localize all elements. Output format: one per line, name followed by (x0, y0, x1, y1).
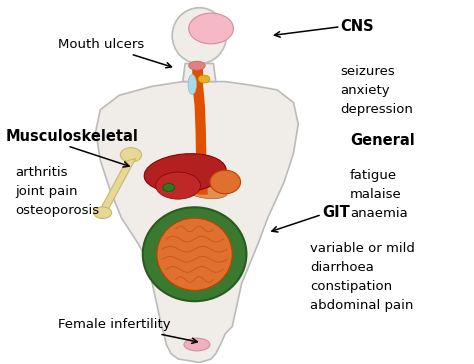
Text: General: General (350, 133, 415, 148)
Ellipse shape (143, 207, 246, 301)
Polygon shape (183, 64, 216, 82)
Text: seizures
anxiety
depression: seizures anxiety depression (341, 64, 413, 116)
Ellipse shape (185, 183, 228, 199)
Text: variable or mild
diarrhoea
constipation
abdominal pain: variable or mild diarrhoea constipation … (310, 242, 415, 312)
Ellipse shape (184, 338, 210, 351)
Ellipse shape (120, 148, 142, 162)
Ellipse shape (94, 207, 112, 218)
Polygon shape (98, 158, 136, 213)
Text: Mouth ulcers: Mouth ulcers (58, 38, 172, 68)
Ellipse shape (189, 61, 205, 70)
Text: GIT: GIT (322, 205, 349, 220)
Text: CNS: CNS (341, 19, 374, 34)
Ellipse shape (210, 170, 240, 194)
Ellipse shape (163, 183, 174, 191)
Ellipse shape (188, 75, 197, 94)
Polygon shape (96, 82, 298, 363)
Ellipse shape (157, 218, 232, 290)
Text: arthritis
joint pain
osteoporosis: arthritis joint pain osteoporosis (16, 166, 100, 217)
Text: Female infertility: Female infertility (58, 318, 197, 343)
Ellipse shape (144, 154, 226, 192)
Polygon shape (192, 66, 208, 195)
Ellipse shape (189, 13, 234, 44)
Text: fatigue
malaise
anaemia: fatigue malaise anaemia (350, 169, 408, 220)
Text: Musculoskeletal: Musculoskeletal (6, 129, 139, 145)
Ellipse shape (172, 8, 227, 64)
Ellipse shape (198, 75, 210, 83)
Ellipse shape (156, 172, 201, 199)
